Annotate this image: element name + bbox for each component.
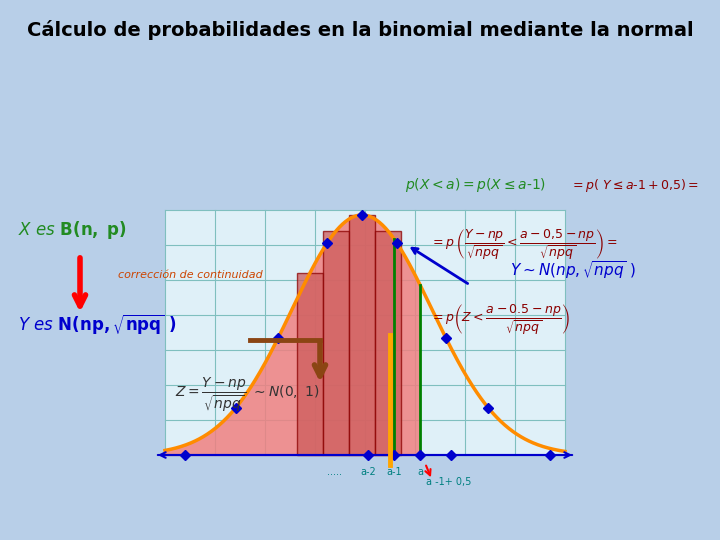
Text: a -1+ 0,5: a -1+ 0,5 — [426, 477, 472, 487]
Text: $Z = \dfrac{Y - np}{\sqrt{npq}}\ \sim N(0,\ 1)$: $Z = \dfrac{Y - np}{\sqrt{npq}}\ \sim N(… — [175, 376, 320, 414]
Text: a: a — [417, 467, 423, 477]
Bar — [375, 231, 401, 455]
Bar — [323, 231, 349, 455]
Text: .....: ..... — [326, 467, 341, 477]
Text: $Y\ es\ \mathbf{N(np,\sqrt{npq}\ )}$: $Y\ es\ \mathbf{N(np,\sqrt{npq}\ )}$ — [18, 313, 176, 337]
Text: $p(X < a) = p(X \leq a\text{-}1)$: $p(X < a) = p(X \leq a\text{-}1)$ — [405, 176, 546, 194]
Text: $Y \sim N(np,\sqrt{npq}\ )$: $Y \sim N(np,\sqrt{npq}\ )$ — [510, 259, 636, 281]
Text: a-1: a-1 — [386, 467, 402, 477]
Text: a-2: a-2 — [360, 467, 376, 477]
Text: corrección de continuidad: corrección de continuidad — [118, 270, 263, 280]
Text: $X\ es\ \mathbf{B(n,\ p)}$: $X\ es\ \mathbf{B(n,\ p)}$ — [18, 219, 127, 241]
Text: $= p\,\left(\dfrac{Y - np}{\sqrt{npq}} < \dfrac{a - 0{,}5 - np}{\sqrt{npq}}\righ: $= p\,\left(\dfrac{Y - np}{\sqrt{npq}} <… — [430, 228, 618, 262]
Text: $= p(\ Y \leq a\text{-}1 + 0{,}5) =$: $= p(\ Y \leq a\text{-}1 + 0{,}5) =$ — [570, 177, 699, 193]
Bar — [165, 210, 565, 455]
Text: $= p\left(Z < \dfrac{a - 0.5 - np}{\sqrt{npq}}\right)$: $= p\left(Z < \dfrac{a - 0.5 - np}{\sqrt… — [430, 302, 570, 338]
Bar — [297, 273, 323, 455]
Text: Cálculo de probabilidades en la binomial mediante la normal: Cálculo de probabilidades en la binomial… — [27, 20, 693, 40]
Bar — [349, 215, 375, 455]
